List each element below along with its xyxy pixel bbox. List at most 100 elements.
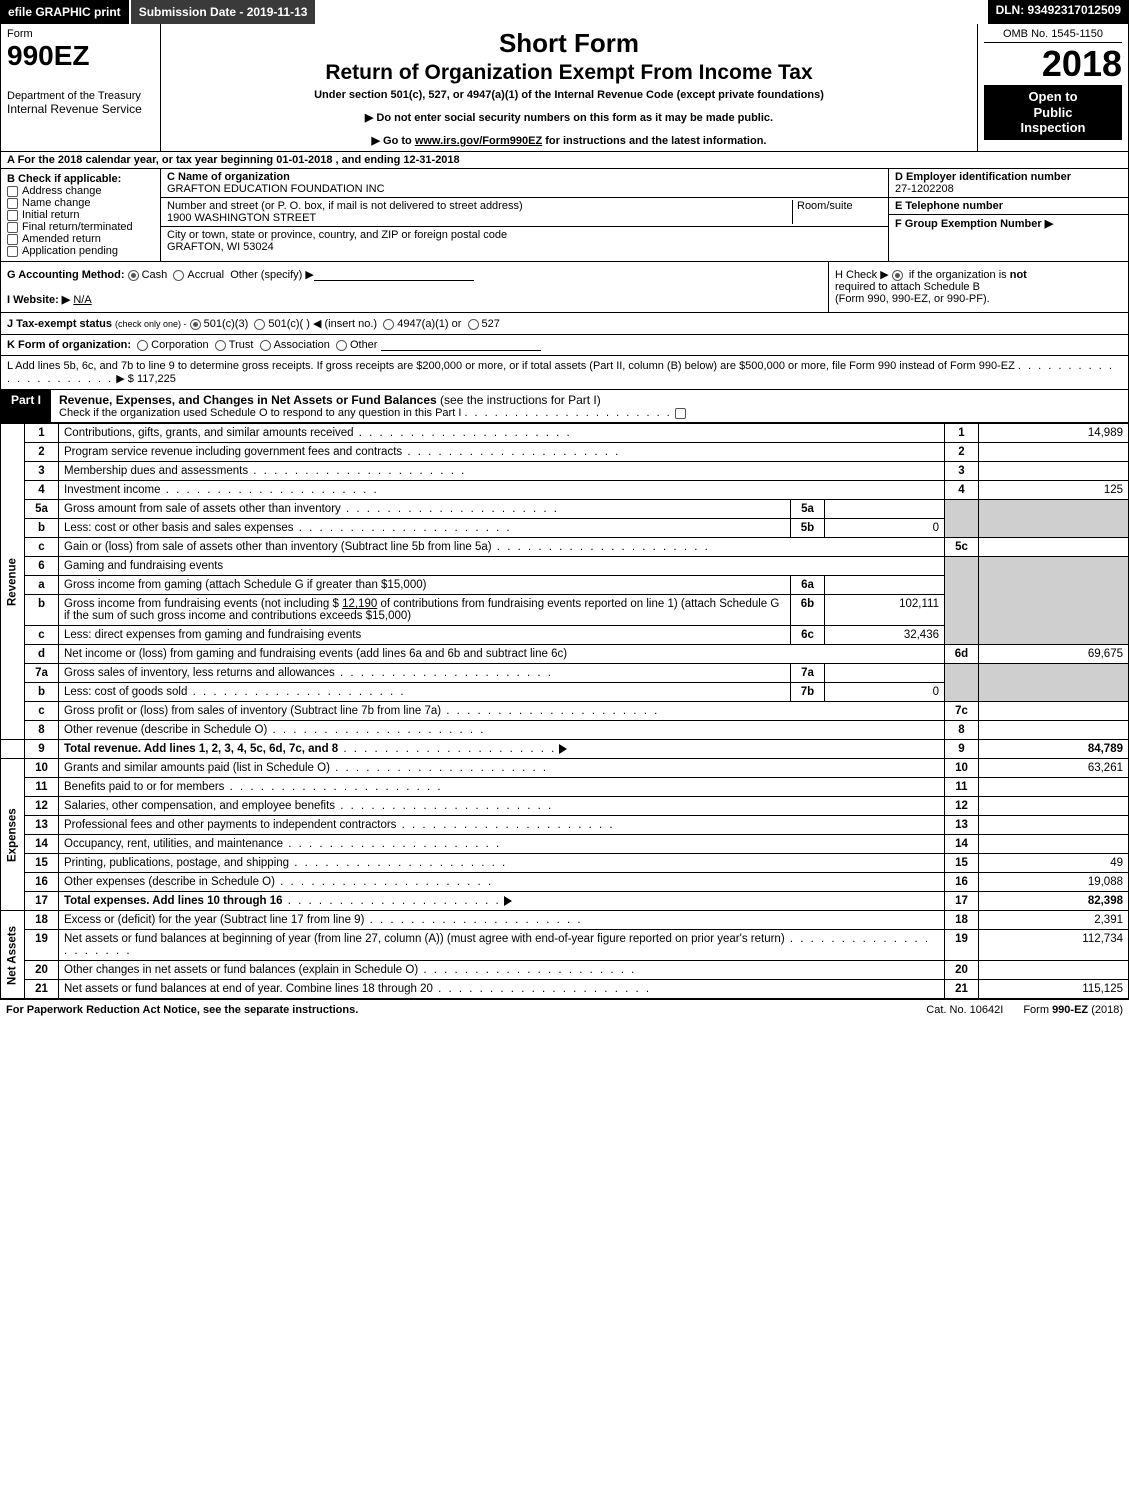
radio-501c3[interactable] bbox=[190, 319, 201, 330]
l7a-inval bbox=[825, 664, 945, 683]
l16-outval: 19,088 bbox=[979, 873, 1129, 892]
col-c: C Name of organization GRAFTON EDUCATION… bbox=[161, 169, 888, 261]
l21-outnum: 21 bbox=[945, 980, 979, 999]
chk-initial-return[interactable] bbox=[7, 210, 18, 221]
l18-outnum: 18 bbox=[945, 911, 979, 930]
omb-number: OMB No. 1545-1150 bbox=[984, 28, 1122, 43]
main-title: Return of Organization Exempt From Incom… bbox=[167, 61, 971, 85]
radio-other-org[interactable] bbox=[336, 340, 347, 351]
l17-num: 17 bbox=[25, 892, 59, 911]
g-other-blank[interactable] bbox=[314, 269, 474, 281]
section-b-c-d: B Check if applicable: Address change Na… bbox=[0, 169, 1129, 262]
l6a-num: a bbox=[25, 576, 59, 595]
chk-final-return[interactable] bbox=[7, 222, 18, 233]
g-cash: Cash bbox=[142, 269, 168, 281]
l4-desc: Investment income bbox=[64, 484, 161, 496]
part1-schedO-check[interactable] bbox=[675, 408, 686, 419]
l21-num: 21 bbox=[25, 980, 59, 999]
radio-501c[interactable] bbox=[254, 319, 265, 330]
l19-outnum: 19 bbox=[945, 930, 979, 961]
l11-outnum: 11 bbox=[945, 778, 979, 797]
l20-num: 20 bbox=[25, 961, 59, 980]
goto-post: for instructions and the latest informat… bbox=[542, 135, 766, 147]
l4-outnum: 4 bbox=[945, 481, 979, 500]
l7a-dots bbox=[335, 667, 553, 679]
l7ab-shade bbox=[945, 664, 979, 702]
chk-address-change[interactable] bbox=[7, 186, 18, 197]
l5b-dots bbox=[294, 522, 512, 534]
l10-num: 10 bbox=[25, 759, 59, 778]
footer-right-pre: Form bbox=[1023, 1004, 1052, 1016]
l11-dots bbox=[224, 781, 442, 793]
radio-trust[interactable] bbox=[215, 340, 226, 351]
radio-527[interactable] bbox=[468, 319, 479, 330]
l3-outval bbox=[979, 462, 1129, 481]
chk-amended-return[interactable] bbox=[7, 234, 18, 245]
l8-outnum: 8 bbox=[945, 721, 979, 740]
l2-outval bbox=[979, 443, 1129, 462]
l18-outval: 2,391 bbox=[979, 911, 1129, 930]
l15-desc: Printing, publications, postage, and shi… bbox=[64, 857, 289, 869]
radio-accrual[interactable] bbox=[173, 270, 184, 281]
c-room-label: Room/suite bbox=[797, 200, 853, 212]
submission-date-button[interactable]: Submission Date - 2019-11-13 bbox=[131, 0, 318, 24]
dept-treasury: Department of the Treasury bbox=[7, 90, 154, 102]
c-city-label: City or town, state or province, country… bbox=[167, 229, 507, 241]
tax-year: 2018 bbox=[984, 43, 1122, 85]
l5a-num: 5a bbox=[25, 500, 59, 519]
j-opt-0: 501(c)(3) bbox=[204, 318, 249, 330]
l1-desc: Contributions, gifts, grants, and simila… bbox=[64, 427, 354, 439]
l6-shade2 bbox=[979, 557, 1129, 645]
chk-name-change[interactable] bbox=[7, 198, 18, 209]
l1-outnum: 1 bbox=[945, 424, 979, 443]
l7c-dots bbox=[441, 705, 659, 717]
part1-title: Revenue, Expenses, and Changes in Net As… bbox=[59, 393, 437, 407]
form-number: 990EZ bbox=[7, 40, 154, 72]
l14-desc: Occupancy, rent, utilities, and maintena… bbox=[64, 838, 283, 850]
l15-dots bbox=[289, 857, 507, 869]
k-other-blank[interactable] bbox=[381, 339, 541, 351]
l20-outval bbox=[979, 961, 1129, 980]
part1-sub: Check if the organization used Schedule … bbox=[59, 407, 461, 419]
l20-desc: Other changes in net assets or fund bala… bbox=[64, 964, 418, 976]
l9-num: 9 bbox=[25, 740, 59, 759]
l6c-num: c bbox=[25, 626, 59, 645]
l13-outval bbox=[979, 816, 1129, 835]
b-item-0: Address change bbox=[22, 185, 102, 197]
radio-cash[interactable] bbox=[128, 270, 139, 281]
l14-outnum: 14 bbox=[945, 835, 979, 854]
topbar-spacer bbox=[317, 0, 987, 24]
l2-num: 2 bbox=[25, 443, 59, 462]
l5c-dots bbox=[492, 541, 710, 553]
top-bar: efile GRAPHIC print Submission Date - 20… bbox=[0, 0, 1129, 24]
l10-dots bbox=[330, 762, 548, 774]
l9-arrow-icon bbox=[559, 744, 567, 754]
l12-outnum: 12 bbox=[945, 797, 979, 816]
l8-outval bbox=[979, 721, 1129, 740]
goto-link[interactable]: www.irs.gov/Form990EZ bbox=[415, 135, 542, 147]
l6d-outval: 69,675 bbox=[979, 645, 1129, 664]
b-label: B Check if applicable: bbox=[7, 173, 154, 185]
d-label: D Employer identification number bbox=[895, 171, 1071, 183]
l2-desc: Program service revenue including govern… bbox=[64, 446, 402, 458]
l13-num: 13 bbox=[25, 816, 59, 835]
radio-corporation[interactable] bbox=[137, 340, 148, 351]
chk-application-pending[interactable] bbox=[7, 246, 18, 257]
b-item-4: Amended return bbox=[22, 233, 101, 245]
b-item-3: Final return/terminated bbox=[22, 221, 133, 233]
l3-dots bbox=[248, 465, 466, 477]
l7a-desc: Gross sales of inventory, less returns a… bbox=[64, 667, 335, 679]
k-opt-0: Corporation bbox=[151, 339, 208, 351]
row-j: J Tax-exempt status (check only one) - 5… bbox=[0, 313, 1129, 335]
l4-num: 4 bbox=[25, 481, 59, 500]
l18-num: 18 bbox=[25, 911, 59, 930]
h-check[interactable] bbox=[892, 270, 903, 281]
dln-label: DLN: 93492317012509 bbox=[988, 0, 1129, 24]
col-d-e-f: D Employer identification number 27-1202… bbox=[888, 169, 1128, 261]
l6c-inval: 32,436 bbox=[825, 626, 945, 645]
l19-num: 19 bbox=[25, 930, 59, 961]
l20-outnum: 20 bbox=[945, 961, 979, 980]
radio-4947[interactable] bbox=[383, 319, 394, 330]
radio-association[interactable] bbox=[260, 340, 271, 351]
efile-label[interactable]: efile GRAPHIC print bbox=[0, 0, 131, 24]
